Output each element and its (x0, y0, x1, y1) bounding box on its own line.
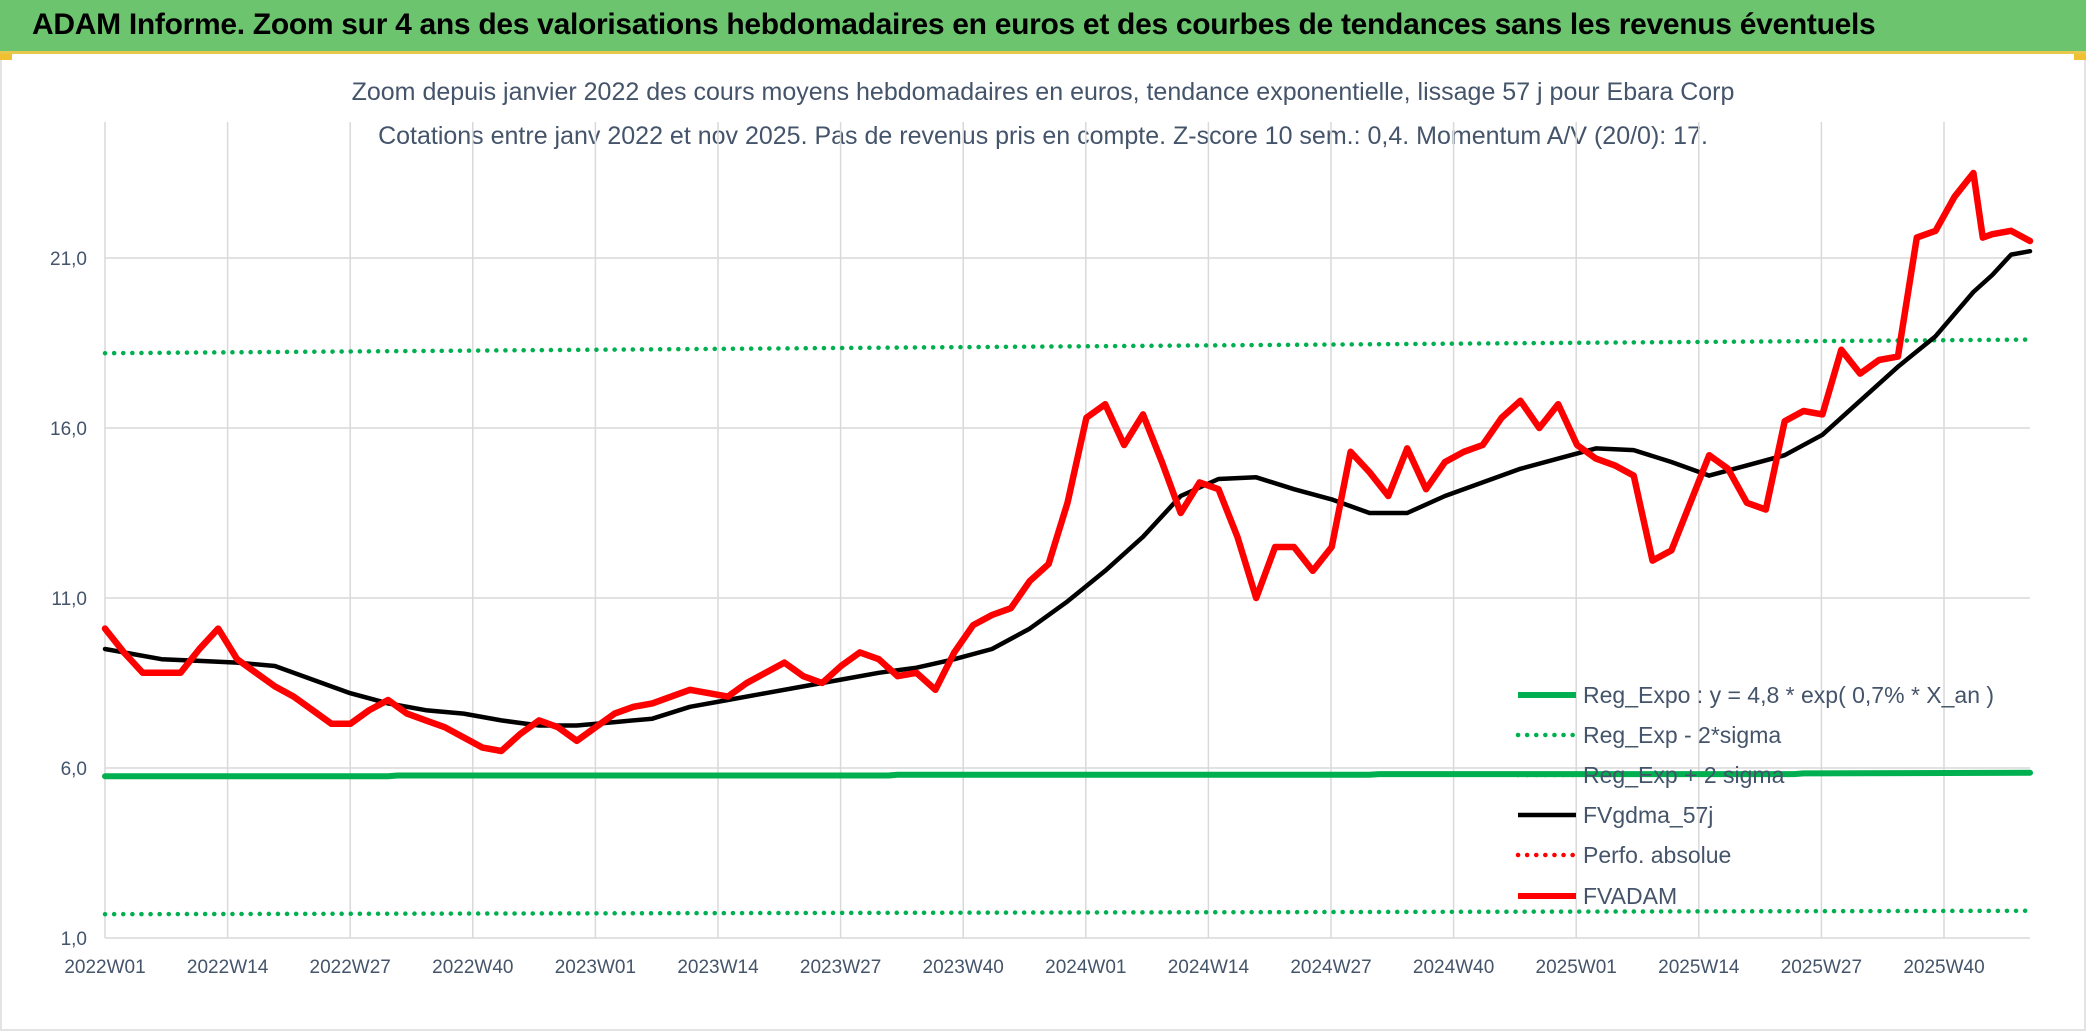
x-tick-label: 2024W40 (1413, 957, 1494, 978)
series-reg-expo (102, 769, 2033, 780)
legend-label-fvgdma: FVgdma_57j (1583, 802, 1713, 828)
x-tick-label: 2024W01 (1045, 957, 1126, 978)
legend: Reg_Expo : y = 4,8 * exp( 0,7% * X_an ) … (1515, 682, 1994, 909)
legend-label-fvadam: FVADAM (1583, 883, 1677, 909)
x-tick-label: 2025W40 (1903, 957, 1984, 978)
grid-lines (104, 122, 2030, 939)
y-tick-label: 16,0 (50, 419, 87, 440)
report-banner: ADAM Informe. Zoom sur 4 ans des valoris… (0, 0, 2086, 54)
x-tick-label: 2023W27 (800, 957, 881, 978)
chart-title: Zoom depuis janvier 2022 des cours moyen… (352, 78, 1735, 106)
x-tick-label: 2022W14 (187, 957, 269, 978)
corner-marker-right (2074, 54, 2086, 60)
chart: Zoom depuis janvier 2022 des cours moyen… (50, 78, 2034, 978)
y-tick-label: 6,0 (61, 759, 87, 780)
legend-label-reg-expo: Reg_Expo : y = 4,8 * exp( 0,7% * X_an ) (1583, 682, 1994, 708)
x-tick-label: 2023W01 (555, 957, 636, 978)
x-tick-label: 2022W27 (310, 957, 391, 978)
series-sigma-minus (102, 908, 2033, 917)
corner-marker-left (0, 54, 12, 60)
x-tick-label: 2024W27 (1290, 957, 1371, 978)
legend-label-sigma-plus: Reg_Exp + 2 sigma (1583, 762, 1785, 788)
y-tick-label: 21,0 (50, 249, 87, 270)
series-fvgdma (102, 248, 2033, 728)
chart-subtitle: Cotations entre janv 2022 et nov 2025. P… (378, 122, 1708, 150)
x-tick-label: 2025W27 (1781, 957, 1862, 978)
x-tick-label: 2025W14 (1658, 957, 1740, 978)
x-tick-label: 2024W14 (1168, 957, 1250, 978)
legend-label-sigma-minus: Reg_Exp - 2*sigma (1583, 722, 1781, 748)
y-tick-label: 1,0 (61, 929, 87, 950)
x-tick-label: 2023W14 (677, 957, 759, 978)
y-tick-label: 11,0 (51, 589, 87, 610)
x-tick-label: 2025W01 (1536, 957, 1617, 978)
series-fvadam (101, 169, 2034, 755)
x-tick-label: 2023W40 (923, 957, 1004, 978)
series-lines (101, 169, 2034, 917)
x-tick-label: 2022W40 (432, 957, 513, 978)
y-axis-ticks: 1,0 6,0 11,0 16,0 21,0 (50, 249, 87, 950)
chart-frame (0, 54, 2086, 1031)
series-sigma-plus (102, 337, 2033, 356)
x-axis-ticks: 2022W01 2022W14 2022W27 2022W40 2023W01 2023W… (64, 957, 1984, 978)
report-title: ADAM Informe. Zoom sur 4 ans des valoris… (32, 8, 1876, 41)
x-tick-label: 2022W01 (64, 957, 145, 978)
legend-label-perfo: Perfo. absolue (1583, 842, 1731, 868)
